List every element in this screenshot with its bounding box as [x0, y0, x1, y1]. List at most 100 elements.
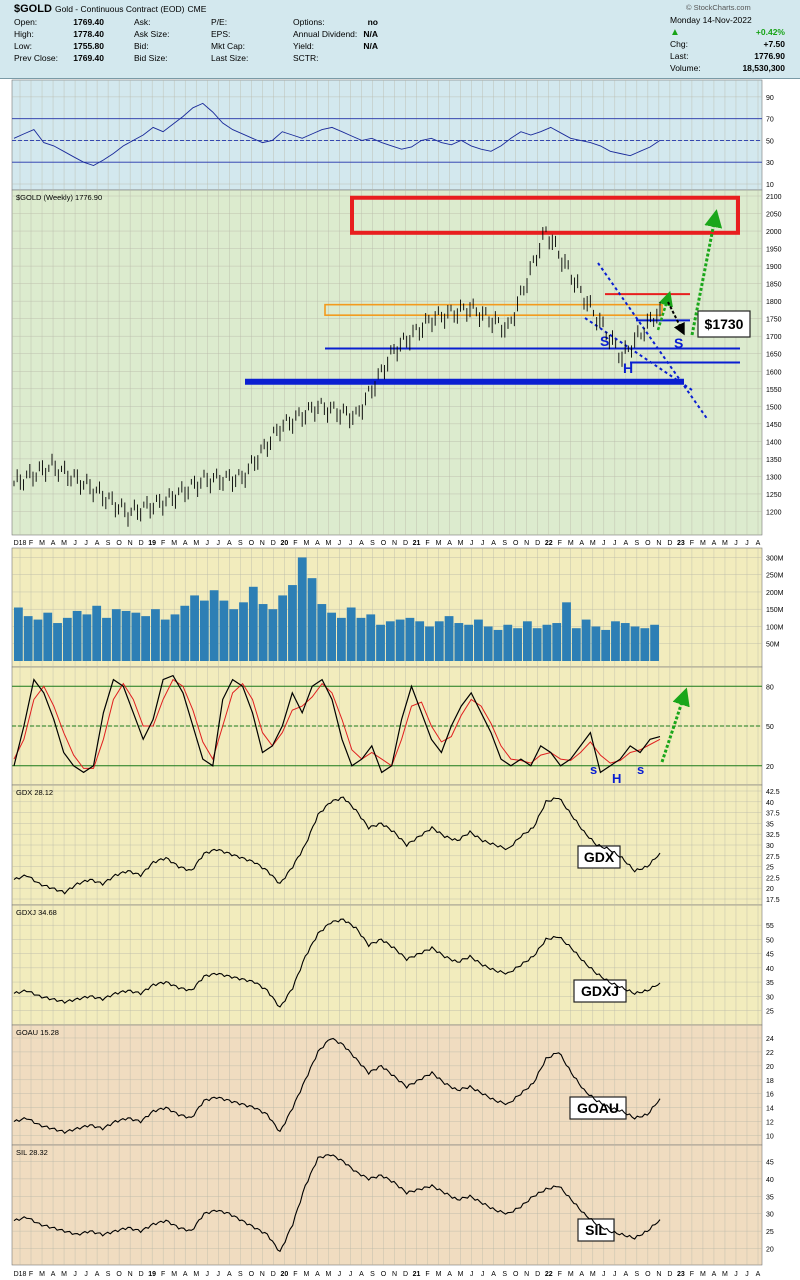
panel-label-gdx: GDX 28.12 [16, 788, 53, 797]
y-tick-label: 14 [766, 1106, 774, 1113]
x-tick-label: M [700, 540, 706, 547]
y-tick-label: 150M [766, 607, 784, 614]
last-label: Last: [670, 51, 689, 61]
x-tick-label-bottom: D [139, 1271, 144, 1278]
volume-bar [219, 600, 229, 661]
y-tick-label: 32.5 [766, 832, 780, 839]
volume-bar [611, 621, 620, 661]
x-tick-label: O [513, 540, 519, 547]
x-tick-label-bottom: J [470, 1271, 474, 1278]
volume-bar [14, 607, 23, 661]
stoch-annot-s2: s [637, 762, 644, 777]
x-tick-label-bottom: N [524, 1271, 529, 1278]
x-tick-label-bottom: N [128, 1271, 133, 1278]
x-tick-label-bottom: M [325, 1271, 331, 1278]
volume-bar [376, 624, 385, 661]
x-tick-label-bottom: M [722, 1271, 728, 1278]
x-tick-label-bottom: S [370, 1271, 375, 1278]
volume-bar [62, 617, 72, 661]
x-tick-label: A [359, 540, 364, 547]
x-tick-label-bottom: J [217, 1271, 221, 1278]
y-tick-label: 90 [766, 95, 774, 102]
y-tick-label: 25 [766, 865, 774, 872]
y-tick-label: 45 [766, 1159, 774, 1166]
volume-bar [366, 614, 376, 661]
volume-bar [141, 616, 151, 661]
y-tick-label: 2100 [766, 194, 782, 201]
panel-label-gdxj: GDXJ 34.68 [16, 908, 57, 917]
x-tick-label-bottom: S [238, 1271, 243, 1278]
y-tick-label: 1750 [766, 317, 782, 324]
symbol: $GOLD [14, 3, 52, 15]
x-tick-label: M [458, 540, 464, 547]
green-arrow-short [656, 290, 673, 331]
x-tick-label: D18 [14, 540, 27, 547]
volume-bar [640, 628, 650, 661]
x-tick-label: N [656, 540, 661, 547]
y-tick-label: 50 [766, 937, 774, 944]
x-tick-label: M [303, 540, 309, 547]
x-tick-label: D [667, 540, 672, 547]
x-tick-label: A [491, 540, 496, 547]
x-tick-label-bottom: 21 [413, 1271, 421, 1278]
volume-bar [630, 626, 640, 661]
x-tick-label-bottom: D [271, 1271, 276, 1278]
y-tick-label: 1400 [766, 439, 782, 446]
up-arrow-icon: ▲ [670, 27, 680, 38]
ask-size-label: Ask Size: [134, 29, 170, 39]
volume-bar [239, 602, 248, 661]
sil-label-text: SIL [585, 1222, 607, 1238]
volume-bar [72, 610, 82, 661]
price-callout-text: $1730 [705, 316, 744, 332]
watermark: © StockCharts.com [686, 3, 751, 12]
black-arrow-down [667, 301, 685, 336]
orange-band [324, 303, 663, 316]
y-tick-label: 16 [766, 1092, 774, 1099]
x-tick-label-bottom: A [756, 1271, 761, 1278]
x-tick-label: J [470, 540, 474, 547]
x-tick-label-bottom: F [558, 1271, 562, 1278]
x-tick-label-bottom: A [447, 1271, 452, 1278]
open-label: Open: [14, 17, 38, 27]
x-tick-label-bottom: A [491, 1271, 496, 1278]
panel-sil [11, 1144, 763, 1266]
x-tick-label: J [84, 540, 88, 547]
volume-bar [405, 617, 415, 661]
volume-bar [209, 590, 219, 661]
x-tick-label: M [193, 540, 199, 547]
x-tick-label-bottom: 22 [545, 1271, 553, 1278]
last-value: 1776.90 [754, 51, 785, 61]
x-tick-label-bottom: O [116, 1271, 122, 1278]
x-tick-label-bottom: J [349, 1271, 353, 1278]
volume-bar [43, 612, 53, 661]
exchange: CME [187, 4, 207, 14]
chg-value: +7.50 [763, 39, 785, 49]
volume-bar [317, 604, 327, 661]
x-tick-label: A [315, 540, 320, 547]
gdx-line [13, 796, 661, 895]
y-tick-label: 1850 [766, 282, 782, 289]
y-tick-label: 22 [766, 1050, 774, 1057]
volume-bar [151, 609, 160, 661]
x-tick-label: A [51, 540, 56, 547]
x-tick-label: O [645, 540, 651, 547]
y-tick-label: 30 [766, 160, 774, 167]
y-tick-label: 70 [766, 117, 774, 124]
y-tick-label: 12 [766, 1120, 774, 1127]
x-tick-label: 23 [677, 540, 685, 547]
panel-backgrounds [11, 79, 763, 1266]
yield-label: Yield: [293, 41, 314, 51]
goau-line [13, 1037, 661, 1134]
volume-bar [571, 628, 581, 661]
x-tick-label: N [128, 540, 133, 547]
x-tick-label: 21 [413, 540, 421, 547]
quote-date: Monday 14-Nov-2022 [670, 15, 752, 25]
x-tick-label-bottom: F [29, 1271, 33, 1278]
x-tick-label: A [756, 540, 761, 547]
volume-bar [258, 604, 268, 661]
volume-bar [297, 557, 307, 661]
x-tick-label-bottom: M [700, 1271, 706, 1278]
x-tick-label-bottom: M [436, 1271, 442, 1278]
